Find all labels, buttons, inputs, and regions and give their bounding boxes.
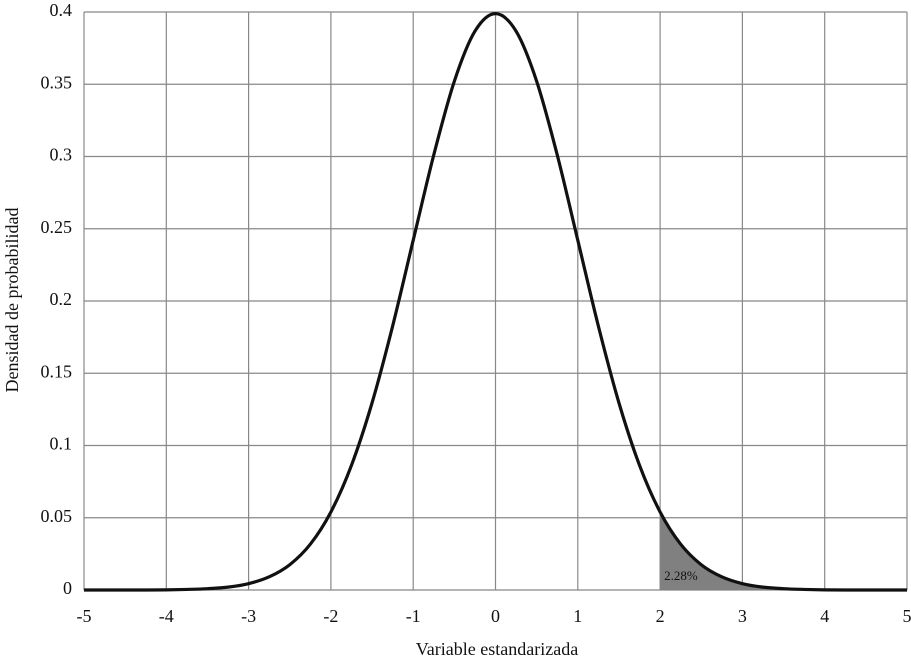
- line: [84, 11, 907, 592]
- x-tick-label: -2: [323, 606, 338, 626]
- shaded-area: [660, 511, 907, 590]
- x-tick-label: -4: [159, 606, 174, 626]
- x-axis-label: Variable estandarizada: [416, 639, 578, 659]
- y-tick-label: 0.4: [50, 0, 73, 20]
- y-tick-label: 0.05: [41, 506, 73, 526]
- x-tick-label: -5: [77, 606, 92, 626]
- x-tick-label: 3: [738, 606, 747, 626]
- y-tick-label: 0.15: [41, 361, 73, 381]
- y-tick-label: 0.2: [50, 289, 73, 309]
- y-tick-label: 0.1: [50, 434, 73, 454]
- x-tick-label: 4: [820, 606, 829, 626]
- x-tick-label: -3: [241, 606, 256, 626]
- y-tick-label: 0.25: [41, 217, 73, 237]
- y-axis-label: Densidad de probabilidad: [2, 208, 22, 393]
- x-tick-label: 5: [903, 606, 911, 626]
- x-tick-label: 1: [573, 606, 582, 626]
- x-tick-label: 0: [491, 606, 500, 626]
- y-tick-label: 0: [63, 578, 72, 598]
- x-tick-label: -1: [406, 606, 421, 626]
- y-tick-label: 0.3: [50, 145, 73, 165]
- annotation: 2.28%: [664, 568, 698, 583]
- y-tick-label: 0.35: [41, 72, 73, 92]
- x-tick-label: 2: [656, 606, 665, 626]
